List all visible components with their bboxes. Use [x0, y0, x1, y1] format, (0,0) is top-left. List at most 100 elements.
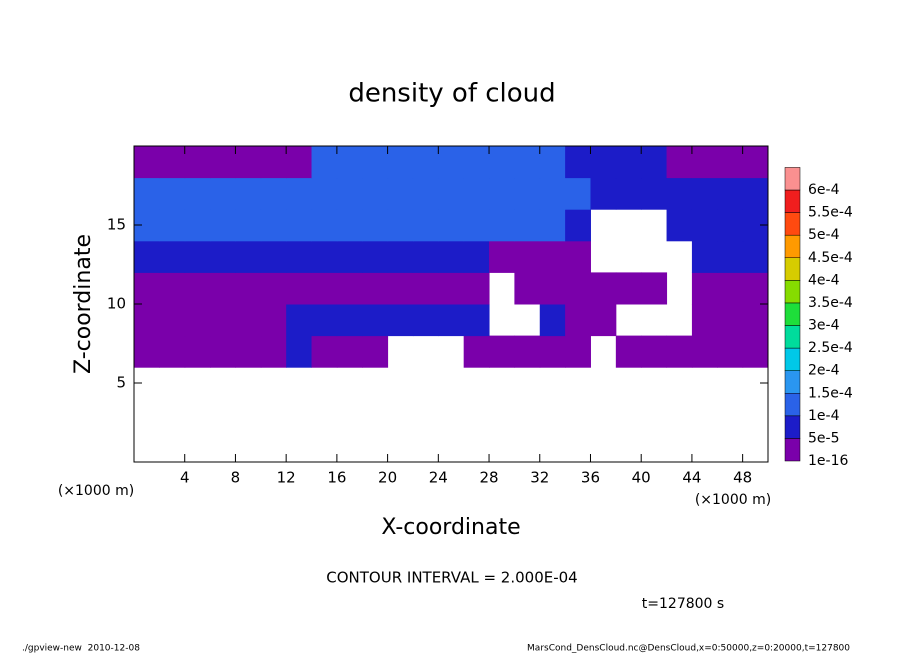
contour-cell — [412, 146, 439, 179]
contour-cell — [615, 146, 642, 179]
contour-cell — [260, 209, 287, 242]
x-tick-label: 8 — [231, 469, 241, 487]
contour-cell — [463, 177, 490, 210]
x-tick-label: 28 — [479, 469, 498, 487]
contour-cell — [691, 335, 718, 368]
contour-cell — [641, 177, 668, 210]
contour-cell — [387, 240, 414, 273]
contour-cell — [717, 304, 744, 337]
contour-cell — [438, 209, 465, 242]
contour-cell — [336, 177, 363, 210]
contour-cell — [565, 335, 591, 368]
contour-cell — [134, 272, 160, 305]
contour-cell — [489, 177, 515, 210]
contour-cell — [210, 177, 236, 210]
x-tick-label: 32 — [530, 469, 549, 487]
contour-cell — [590, 146, 617, 179]
colorbar-box — [784, 167, 801, 191]
contour-cell — [311, 240, 338, 273]
contour-cell — [159, 240, 186, 273]
contour-cell — [717, 335, 744, 368]
contour-cell — [210, 240, 236, 273]
contour-cell — [210, 335, 236, 368]
colorbar-box — [784, 393, 801, 417]
contour-cell — [362, 272, 389, 305]
contour-cell — [412, 304, 439, 337]
contour-cell — [514, 335, 541, 368]
footer-left: ./gpview-new 2010-12-08 — [22, 644, 140, 654]
contour-cell — [311, 177, 338, 210]
colorbar-box — [784, 234, 801, 259]
contour-cell — [184, 177, 211, 210]
contour-cell — [666, 209, 693, 242]
contour-cell — [286, 209, 313, 242]
contour-cell — [691, 146, 718, 179]
colorbar-label: 5e-5 — [808, 430, 839, 446]
contour-cell — [362, 240, 389, 273]
contour-cell — [565, 304, 591, 337]
contour-cell — [717, 240, 744, 273]
contour-cell — [260, 146, 287, 179]
contour-cell — [159, 335, 186, 368]
x-tick-label: 40 — [632, 469, 651, 487]
colorbar-label: 5.5e-4 — [808, 205, 853, 221]
contour-cell — [159, 304, 186, 337]
contour-cell — [210, 304, 236, 337]
colorbar-label: 1e-4 — [808, 408, 840, 424]
contour-cell — [565, 146, 591, 179]
contour-cell — [159, 272, 186, 305]
contour-cell — [159, 146, 186, 179]
contour-cell — [514, 177, 541, 210]
contour-cell — [565, 177, 591, 210]
contour-cell — [742, 177, 769, 210]
contour-cell — [691, 304, 718, 337]
contour-cell — [210, 272, 236, 305]
contour-cell — [387, 209, 414, 242]
contour-interval: CONTOUR INTERVAL = 2.000E-04 — [326, 569, 577, 587]
contour-cell — [412, 240, 439, 273]
contour-cell — [742, 272, 769, 305]
x-unit-left: (×1000 m) — [58, 483, 134, 499]
contour-cell — [514, 272, 541, 305]
contour-cell — [286, 146, 313, 179]
colorbar-label: 1e-16 — [808, 453, 848, 469]
x-unit-right: (×1000 m) — [695, 492, 771, 508]
contour-cell — [717, 272, 744, 305]
contour-cell — [387, 304, 414, 337]
contour-cell — [336, 272, 363, 305]
contour-cell — [489, 240, 515, 273]
contour-cell — [362, 209, 389, 242]
contour-cell — [362, 177, 389, 210]
colorbar-box — [784, 347, 801, 371]
colorbar-label: 5e-4 — [808, 227, 840, 243]
y-tick-label: 15 — [107, 216, 126, 234]
contour-cell — [286, 177, 313, 210]
x-axis-label: X-coordinate — [381, 515, 520, 540]
contour-cell — [615, 177, 642, 210]
contour-cell — [463, 272, 490, 305]
contour-cell — [260, 272, 287, 305]
contour-cell — [691, 272, 718, 305]
contour-cell — [717, 209, 744, 242]
colorbar-label: 3e-4 — [808, 318, 840, 334]
contour-cell — [742, 304, 769, 337]
contour-cell — [260, 304, 287, 337]
contour-cell — [666, 335, 693, 368]
contour-cell — [590, 304, 617, 337]
contour-cell — [489, 146, 515, 179]
contour-cell — [134, 240, 160, 273]
contour-cell — [565, 272, 591, 305]
x-tick-label: 16 — [327, 469, 346, 487]
colorbar-label: 2e-4 — [808, 363, 840, 379]
colorbar-box — [784, 438, 801, 462]
contour-cell — [463, 240, 490, 273]
contour-cell — [463, 209, 490, 242]
colorbar-box — [784, 415, 801, 439]
contour-cell — [311, 335, 338, 368]
contour-cell — [641, 272, 668, 305]
contour-cell — [286, 335, 313, 368]
contour-cell — [159, 209, 186, 242]
colorbar-box — [784, 325, 801, 349]
contour-cell — [666, 146, 693, 179]
